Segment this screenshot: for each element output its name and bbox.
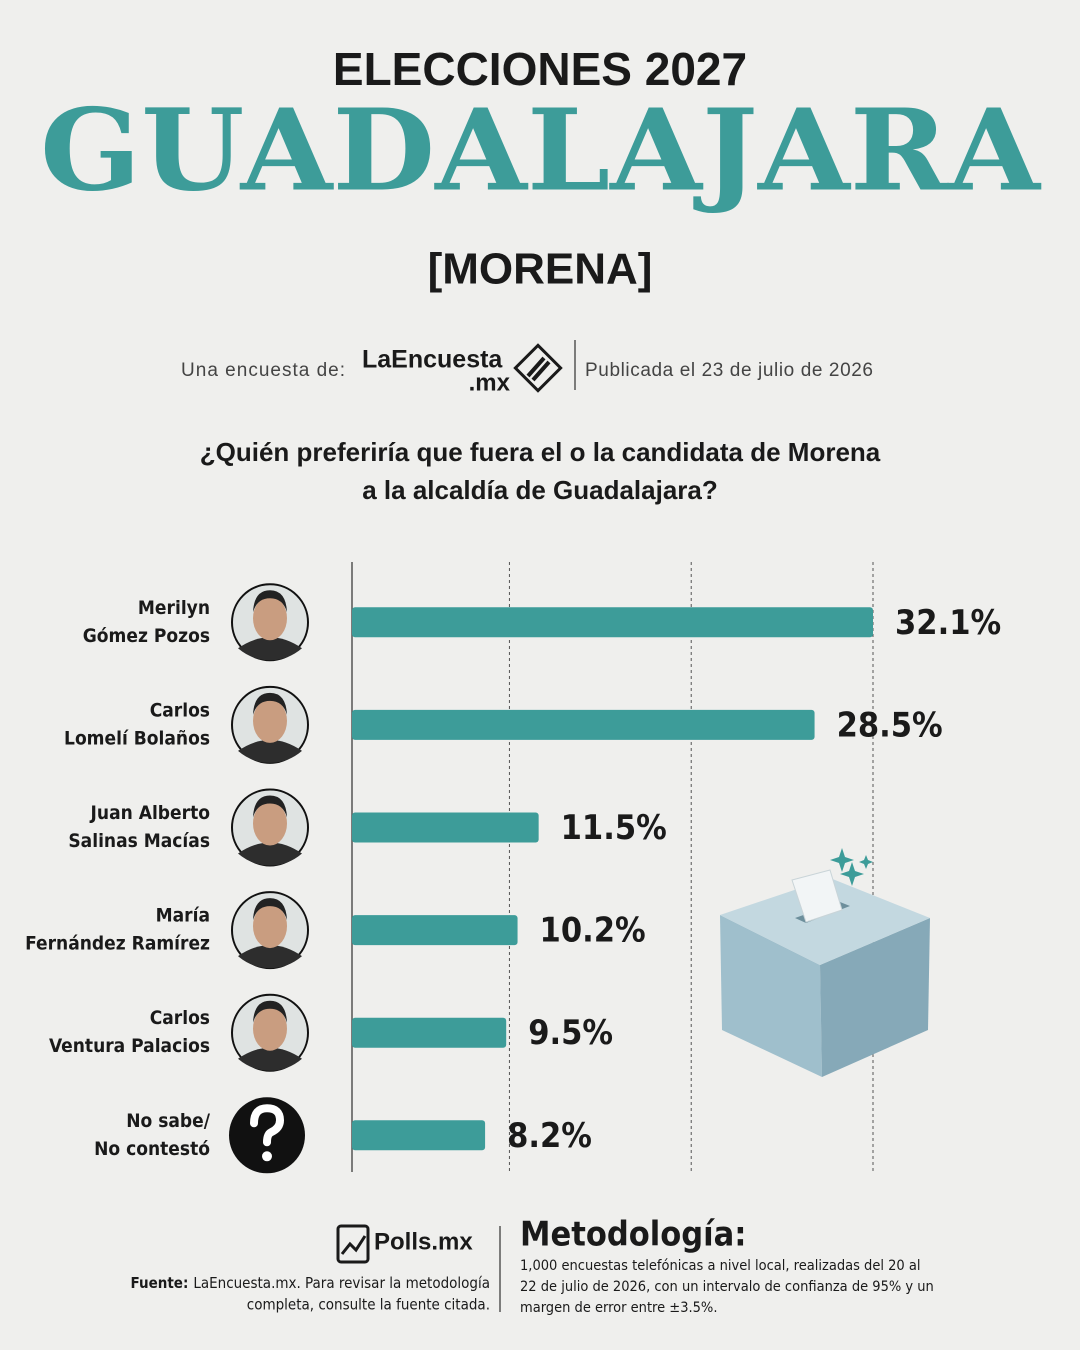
category-label: Carlos	[150, 699, 210, 721]
category-label: Lomelí Bolaños	[64, 727, 210, 749]
party: [MORENA]	[428, 245, 653, 294]
brand: Polls.mx	[374, 1228, 473, 1255]
photo-head	[253, 1006, 287, 1051]
photo-head	[253, 904, 287, 949]
methodology-text: 22 de julio de 2026, con un intervalo de…	[520, 1279, 934, 1295]
question: ¿Quién preferiría que fuera el o la cand…	[200, 437, 881, 467]
photo-shoulders	[238, 945, 302, 969]
bar	[352, 1017, 507, 1048]
photo-shoulders	[238, 637, 302, 661]
category-label: Ventura Palacios	[49, 1035, 210, 1057]
value-label: 10.2%	[540, 911, 646, 951]
bar	[352, 607, 873, 638]
value-label: 9.5%	[528, 1013, 613, 1053]
category-label: Salinas Macías	[68, 830, 210, 852]
value-label: 32.1%	[895, 603, 1001, 643]
logo-icon	[513, 343, 563, 393]
title: ELECCIONES 2027	[333, 43, 747, 95]
candidate-photo	[231, 891, 309, 970]
candidate-photo	[231, 583, 309, 662]
photo-hair	[253, 898, 287, 921]
polls-logo	[336, 1224, 370, 1264]
bar	[352, 915, 518, 946]
candidate-photo	[231, 993, 309, 1072]
category-label: Fernández Ramírez	[25, 933, 210, 955]
photo-head	[253, 698, 287, 743]
ballot-box	[720, 848, 930, 1077]
value-label: 8.2%	[507, 1116, 592, 1156]
source-text: completa, consulte la fuente citada.	[247, 1296, 490, 1314]
photo-shoulders	[238, 842, 302, 866]
question-dot	[262, 1151, 272, 1162]
source-prefix: Una encuesta de:	[181, 360, 346, 381]
source-note: Fuente: LaEncuesta.mx. Para revisar la me…	[130, 1274, 490, 1292]
photo-hair	[253, 692, 287, 715]
bar	[352, 1120, 486, 1151]
city: GUADALAJARA	[40, 85, 1042, 216]
category-label: Juan Alberto	[90, 802, 211, 824]
published: Publicada el 23 de julio de 2026	[585, 360, 874, 381]
category-label: María	[156, 905, 210, 927]
logo-name: LaEncuesta	[362, 346, 503, 374]
value-label: 28.5%	[837, 705, 943, 745]
logo-domain: .mx	[469, 369, 511, 396]
photo-hair	[253, 795, 287, 818]
bar	[352, 709, 815, 740]
bar-chart: Merilyn Gómez Pozos 32.1% Carlos Lomelí Bola…	[25, 562, 1001, 1174]
source-label: Fuente:	[130, 1274, 188, 1292]
category-label: Carlos	[150, 1007, 210, 1029]
methodology-title: Metodología:	[520, 1215, 747, 1255]
category-label: No sabe/	[126, 1110, 211, 1132]
candidate-photo	[231, 788, 309, 867]
question: a la alcaldía de Guadalajara?	[362, 475, 718, 505]
photo-shoulders	[238, 1047, 302, 1071]
source-text: LaEncuesta.mx. Para revisar la metodolog…	[193, 1274, 490, 1292]
value-label: 11.5%	[561, 808, 667, 848]
photo-shoulders	[238, 739, 302, 763]
photo-head	[253, 801, 287, 846]
methodology-text: 1,000 encuestas telefónicas a nivel loca…	[520, 1258, 920, 1274]
methodology-text: margen de error entre ±3.5%.	[520, 1300, 717, 1316]
candidate-photo	[229, 1097, 305, 1174]
candidate-photo	[231, 685, 309, 764]
photo-hair	[253, 1000, 287, 1023]
question-mark	[250, 1104, 285, 1147]
category-label: Gómez Pozos	[83, 625, 210, 647]
photo-hair	[253, 590, 287, 613]
bar	[352, 812, 539, 843]
category-label: Merilyn	[138, 597, 210, 619]
category-label: No contestó	[94, 1138, 210, 1160]
photo-head	[253, 596, 287, 641]
